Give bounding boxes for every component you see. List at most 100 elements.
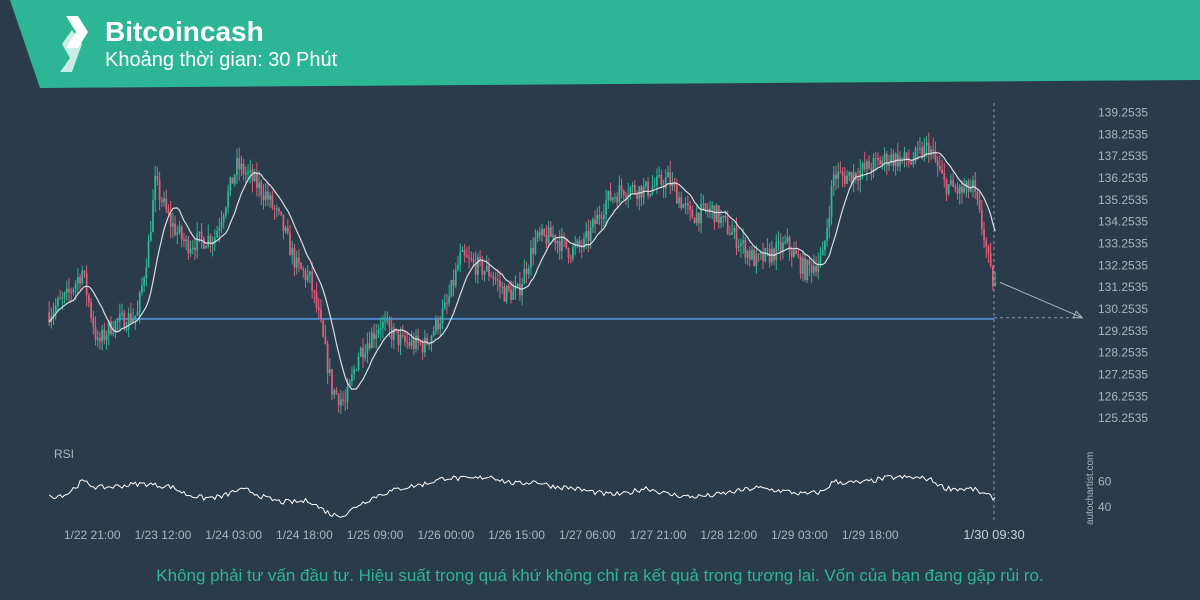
candle-body bbox=[523, 268, 526, 284]
candle-body bbox=[397, 330, 400, 345]
candle-body bbox=[627, 194, 630, 198]
candle-body bbox=[437, 318, 440, 329]
candle-body bbox=[709, 208, 711, 212]
chart-title: Bitcoincash bbox=[105, 16, 264, 47]
candle-body bbox=[428, 343, 431, 345]
candle-body bbox=[198, 231, 201, 234]
candle-body bbox=[202, 237, 205, 249]
candle-body bbox=[99, 337, 101, 342]
candle-body bbox=[401, 334, 404, 336]
candle-body bbox=[766, 248, 769, 250]
candle-body bbox=[54, 305, 57, 312]
candle-body bbox=[667, 172, 669, 178]
candle-body bbox=[507, 285, 510, 290]
header-banner bbox=[10, 0, 1200, 88]
candle-body bbox=[357, 356, 360, 370]
candle-body bbox=[961, 186, 963, 193]
candle-body bbox=[755, 253, 758, 266]
candle-body bbox=[141, 285, 143, 293]
candle-body bbox=[848, 172, 851, 176]
candle-body bbox=[536, 232, 539, 238]
candle-body bbox=[556, 241, 559, 244]
candle-body bbox=[717, 205, 720, 224]
candle-body bbox=[238, 157, 241, 170]
candle-body bbox=[773, 248, 775, 261]
y-tick-label: 128.2535 bbox=[1098, 346, 1148, 360]
candle-body bbox=[304, 270, 307, 281]
x-tick-label: 1/24 03:00 bbox=[205, 528, 262, 542]
candle-body bbox=[185, 239, 188, 242]
candle-body bbox=[443, 302, 446, 309]
candle-body bbox=[381, 321, 384, 329]
candle-body bbox=[991, 266, 994, 287]
candle-body bbox=[370, 332, 373, 349]
candle-body bbox=[812, 266, 815, 273]
candle-body bbox=[558, 241, 561, 252]
candle-body bbox=[351, 374, 353, 382]
candle-body bbox=[797, 254, 800, 257]
candle-body bbox=[821, 250, 824, 256]
candle-body bbox=[516, 283, 519, 287]
candle-body bbox=[854, 172, 857, 179]
candle-body bbox=[79, 277, 81, 284]
candle-body bbox=[989, 253, 992, 267]
candle-body bbox=[994, 282, 997, 287]
candle-body bbox=[720, 216, 722, 224]
candle-body bbox=[874, 157, 877, 159]
candle-body bbox=[649, 193, 652, 196]
candle-body bbox=[101, 329, 104, 342]
candle-body bbox=[908, 160, 910, 163]
candle-body bbox=[693, 218, 696, 224]
candle-body bbox=[167, 209, 170, 213]
candle-body bbox=[607, 191, 610, 201]
candle-body bbox=[454, 269, 457, 286]
candle-body bbox=[335, 390, 338, 395]
candle-body bbox=[295, 257, 298, 268]
candle-body bbox=[587, 231, 590, 242]
y-tick-label: 125.2535 bbox=[1098, 411, 1148, 425]
candle-body bbox=[919, 147, 921, 149]
candle-body bbox=[764, 248, 767, 262]
candle-body bbox=[925, 142, 928, 146]
candle-body bbox=[503, 286, 506, 302]
candle-body bbox=[306, 274, 309, 281]
candle-body bbox=[746, 250, 749, 258]
candle-body bbox=[631, 184, 634, 188]
moving-average-line bbox=[48, 151, 996, 390]
candle-body bbox=[450, 280, 453, 297]
candle-body bbox=[910, 162, 913, 165]
candle-body bbox=[633, 184, 636, 193]
candle-body bbox=[715, 205, 718, 222]
candle-body bbox=[779, 241, 782, 252]
candle-body bbox=[912, 161, 915, 165]
candle-body bbox=[284, 227, 287, 232]
candle-body bbox=[293, 247, 296, 268]
candle-body bbox=[890, 154, 893, 162]
disclaimer: Không phải tư vấn đầu tư. Hiệu suất tron… bbox=[156, 566, 1044, 585]
candle-body bbox=[892, 154, 895, 166]
candle-body bbox=[795, 250, 798, 255]
candle-body bbox=[448, 296, 451, 304]
candle-body bbox=[423, 337, 426, 353]
banner-shape bbox=[10, 0, 1200, 88]
candle-body bbox=[136, 311, 139, 316]
candle-body bbox=[883, 153, 886, 161]
candle-body bbox=[205, 246, 207, 249]
candle-body bbox=[430, 335, 433, 344]
candle-body bbox=[302, 268, 305, 271]
x-axis: 1/22 21:00 1/23 12:00 1/24 03:00 1/24 18:00… bbox=[64, 527, 1025, 542]
candle-body bbox=[583, 237, 585, 248]
candle-body bbox=[342, 399, 344, 402]
candle-body bbox=[236, 157, 238, 175]
candle-body bbox=[835, 174, 837, 179]
candle-body bbox=[253, 172, 256, 181]
candle-body bbox=[678, 197, 680, 204]
candle-body bbox=[213, 237, 216, 242]
candle-body bbox=[328, 369, 331, 374]
candle-body bbox=[591, 219, 594, 228]
candle-body bbox=[930, 149, 932, 155]
candle-body bbox=[689, 205, 691, 210]
candle-body bbox=[366, 343, 369, 354]
candle-body bbox=[121, 312, 123, 315]
candle-body bbox=[543, 229, 546, 235]
